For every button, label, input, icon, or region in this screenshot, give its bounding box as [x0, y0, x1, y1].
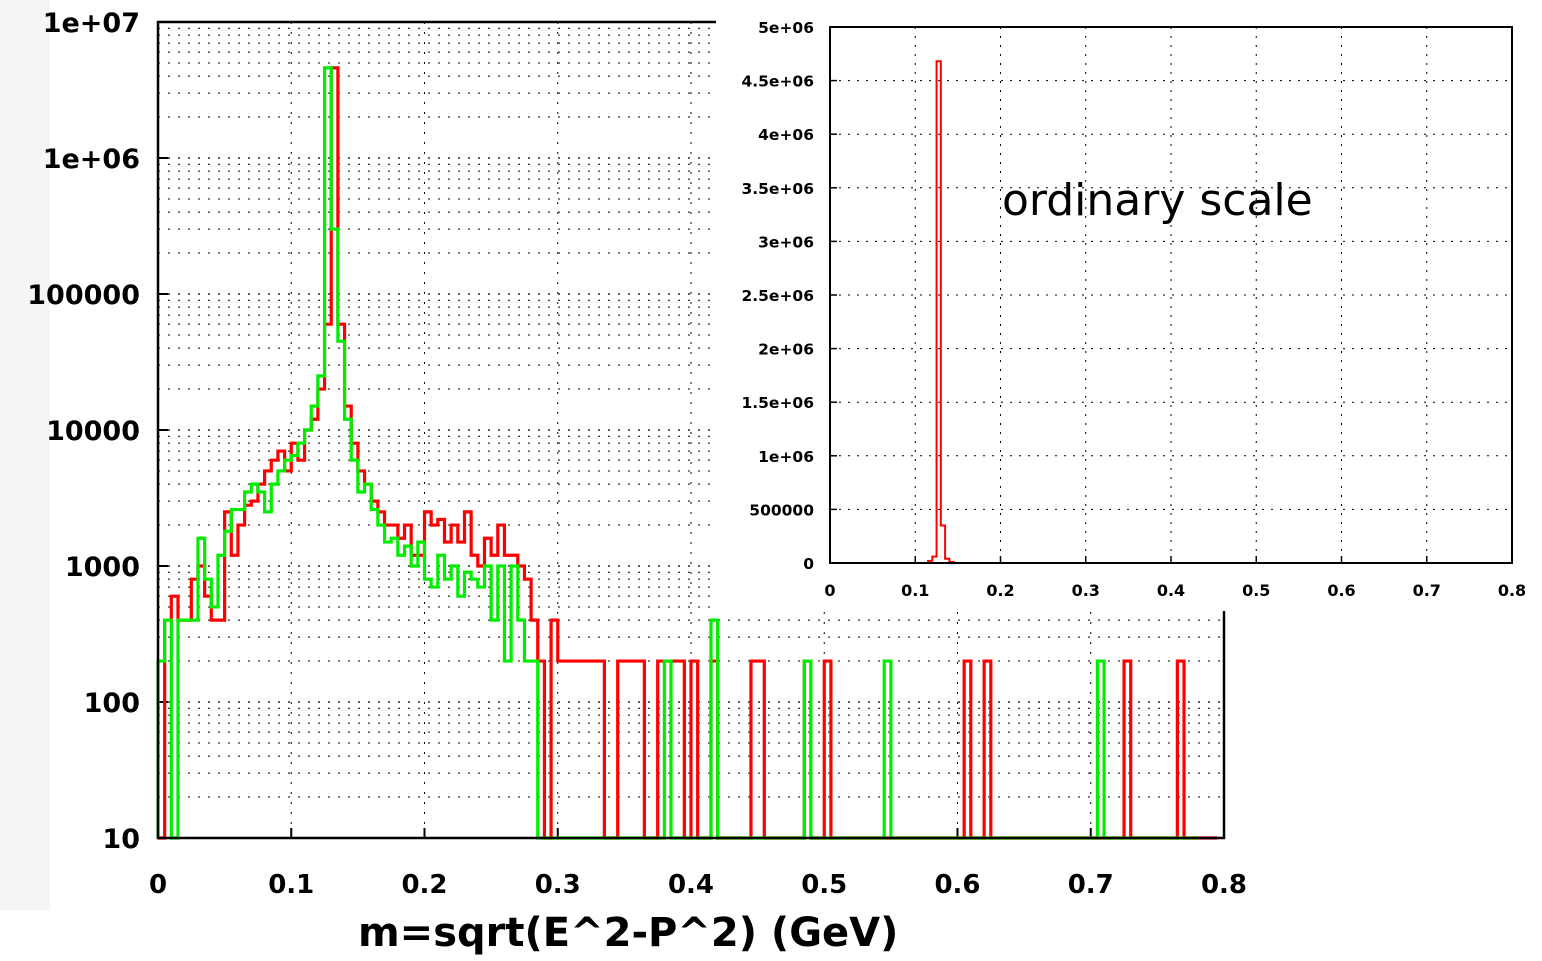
inset-annotation: ordinary scale [1002, 175, 1313, 226]
x-tick-label: 0.2 [401, 870, 447, 900]
inset-x-tick-label: 0.4 [1157, 581, 1185, 600]
x-tick-label: 0.4 [668, 870, 714, 900]
inset-y-tick-label: 0 [803, 555, 814, 573]
inset-x-tick-label: 0.2 [986, 581, 1014, 600]
inset-y-tick-label: 1.5e+06 [741, 394, 814, 412]
figure-background-band [0, 0, 50, 910]
x-tick-label: 0.1 [268, 870, 314, 900]
inset-y-tick-label: 1e+06 [758, 448, 814, 466]
y-tick-label: 10000 [46, 416, 140, 447]
inset-y-tick-label: 2e+06 [758, 341, 814, 359]
inset-y-tick-label: 3.5e+06 [741, 180, 814, 198]
inset-x-tick-label: 0.3 [1072, 581, 1100, 600]
inset-series-red-line [923, 60, 958, 564]
inset-x-tick-label: 0.6 [1327, 581, 1355, 600]
y-tick-label: 1e+07 [43, 8, 140, 39]
inset-panel [716, 14, 1536, 611]
x-tick-label: 0 [149, 870, 167, 900]
inset-x-tick-label: 0.5 [1242, 581, 1270, 600]
inset-y-tick-label: 4.5e+06 [741, 73, 814, 91]
x-tick-label: 0.6 [934, 870, 980, 900]
inset-plot-frame [829, 26, 1513, 564]
inset-y-tick-label: 2.5e+06 [741, 287, 814, 305]
y-tick-label: 100 [84, 688, 140, 719]
inset-y-tick-label: 3e+06 [758, 233, 814, 251]
inset-y-tick-label: 4e+06 [758, 126, 814, 144]
inset-x-tick-label: 0.1 [901, 581, 929, 600]
x-tick-label: 0.7 [1068, 870, 1114, 900]
inset-y-tick-label: 5e+06 [758, 19, 814, 37]
y-tick-label: 100000 [27, 280, 140, 311]
y-tick-label: 10 [102, 824, 140, 855]
x-tick-label: 0.5 [801, 870, 847, 900]
y-tick-label: 1e+06 [43, 144, 140, 175]
inset-x-tick-label: 0.7 [1413, 581, 1441, 600]
inset-y-tick-label: 500000 [749, 501, 814, 519]
y-tick-label: 1000 [65, 552, 140, 583]
x-tick-label: 0.3 [535, 870, 581, 900]
x-tick-label: 0.8 [1201, 870, 1247, 900]
inset-x-tick-label: 0.8 [1498, 581, 1526, 600]
x-axis-title: m=sqrt(E^2-P^2) (GeV) [358, 910, 899, 956]
inset-x-tick-label: 0 [824, 581, 835, 600]
